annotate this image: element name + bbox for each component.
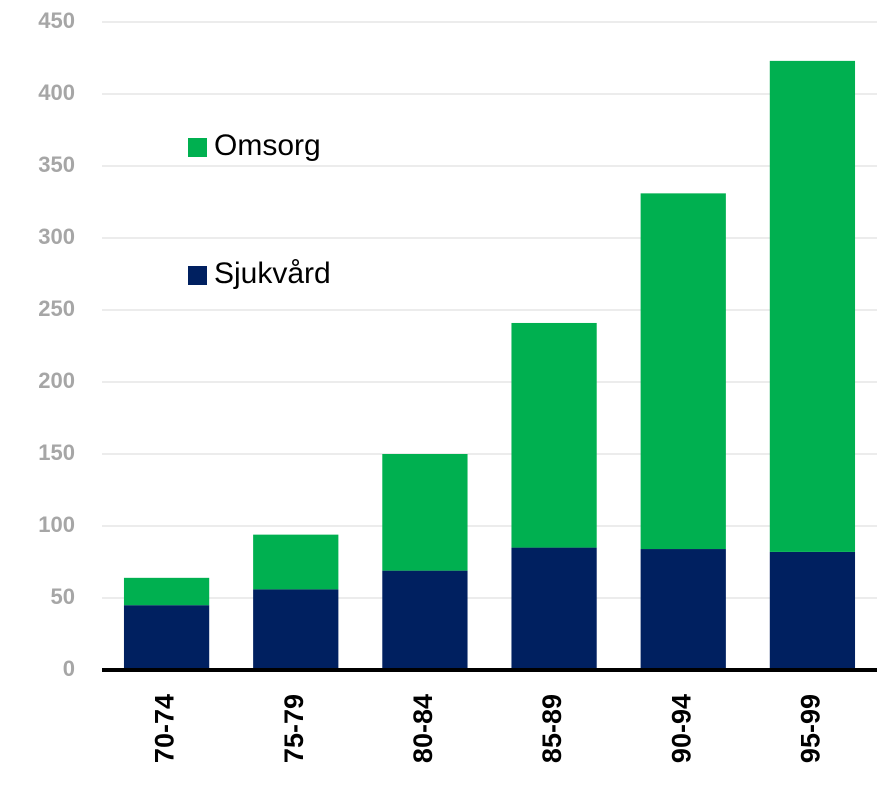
legend-label: Omsorg [214,129,321,162]
x-tick-label: 75-79 [279,694,309,763]
y-tick-label: 400 [38,80,75,105]
bar-segment [769,551,856,670]
y-tick-label: 0 [63,656,75,681]
y-tick-label: 300 [38,224,75,249]
x-tick-label: 80-84 [408,694,438,763]
bar-segment [769,60,856,552]
y-tick-label: 50 [51,584,75,609]
bar-segment [382,570,468,670]
legend-swatch [188,266,207,285]
bar-segment [640,549,726,670]
bar-segment [511,322,597,548]
bar-segment [253,534,339,590]
y-tick-label: 350 [38,152,75,177]
legend-swatch [188,138,207,157]
y-tick-label: 200 [38,368,75,393]
legend-label: Sjukvård [214,257,331,290]
bar-segment [511,547,597,670]
bar-segment [382,454,468,571]
bar-segment [123,577,210,606]
bar-segment [640,193,726,550]
x-tick-label: 85-89 [537,694,567,763]
x-tick-label: 70-74 [150,694,180,763]
y-tick-label: 450 [38,8,75,33]
x-tick-label: 90-94 [666,694,696,763]
y-tick-label: 250 [38,296,75,321]
bar-segment [123,605,210,670]
y-tick-label: 100 [38,512,75,537]
x-tick-label: 95-99 [796,694,826,763]
bar-segment [253,589,339,670]
y-tick-label: 150 [38,440,75,465]
